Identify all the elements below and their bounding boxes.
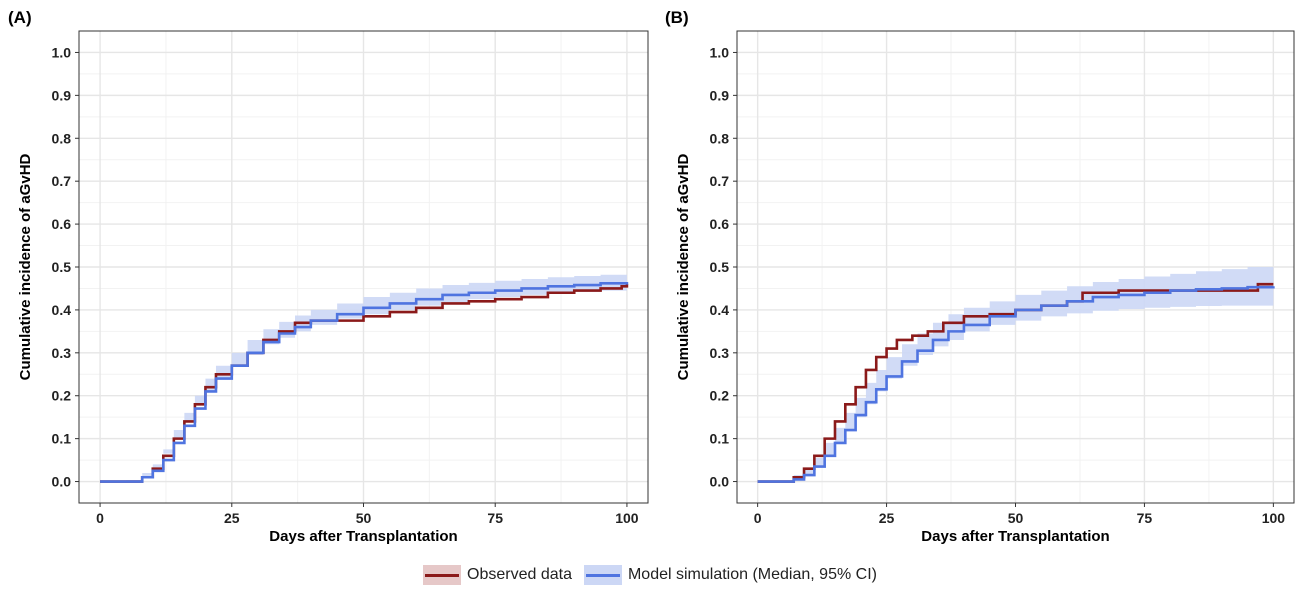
- series-line-observed: [757, 282, 1274, 483]
- y-tick-label: 1.0: [710, 44, 730, 60]
- series-line-observed: [100, 284, 629, 483]
- legend-label-observed: Observed data: [467, 566, 572, 583]
- x-tick-label: 0: [754, 510, 762, 526]
- y-tick-label: 0.3: [52, 345, 72, 361]
- y-tick-label: 0.2: [710, 388, 730, 404]
- series-line-model: [757, 285, 1275, 483]
- y-axis-title: Cumulative incidence of aGvHD: [675, 153, 692, 380]
- y-tick-label: 0.7: [710, 173, 730, 189]
- x-tick-label: 25: [879, 510, 895, 526]
- y-axis-title: Cumulative incidence of aGvHD: [17, 153, 34, 380]
- x-tick-label: 100: [1262, 510, 1286, 526]
- legend-item-observed: Observed data: [423, 565, 572, 585]
- legend-key-observed: [423, 565, 462, 585]
- x-tick-label: 25: [224, 510, 240, 526]
- panel-a: (A) 0.0 0.1 0.2 0.3 0.4 0.5 0.6 0.7 0.8 0.9 1.0 0 25 5…: [8, 8, 649, 545]
- ci-band: [757, 264, 1274, 482]
- x-axis-title: Days after Transplantation: [269, 528, 457, 545]
- y-tick-label: 1.0: [52, 44, 72, 60]
- panel-tag: (A): [8, 8, 32, 27]
- y-tick-label: 0.1: [710, 431, 730, 447]
- x-tick-label: 50: [1008, 510, 1024, 526]
- y-tick-label: 0.6: [52, 216, 72, 232]
- y-tick-label: 0.9: [52, 87, 72, 103]
- y-tick-label: 0.0: [52, 474, 72, 490]
- legend-label-model: Model simulation (Median, 95% CI): [627, 566, 877, 583]
- y-tick-label: 0.8: [710, 130, 730, 146]
- y-tick-label: 0.5: [52, 259, 72, 275]
- legend: Observed data Model simulation (Median, …: [0, 565, 1300, 585]
- legend-item-model: Model simulation (Median, 95% CI): [583, 565, 877, 585]
- y-tick-label: 0.0: [710, 474, 730, 490]
- y-tick-label: 0.6: [710, 216, 730, 232]
- y-tick-label: 0.3: [710, 345, 730, 361]
- legend-key-model: [583, 565, 622, 585]
- x-tick-label: 0: [96, 510, 104, 526]
- x-tick-label: 75: [1137, 510, 1153, 526]
- y-tick-label: 0.7: [52, 173, 72, 189]
- y-tick-label: 0.1: [52, 431, 72, 447]
- panel-tag: (B): [665, 8, 689, 27]
- panel-b: (B) 0.0 0.1 0.2 0.3 0.4 0.5 0.6 0.7 0.8 0.9 1.0 0 25 5…: [665, 8, 1295, 545]
- x-tick-label: 100: [615, 510, 639, 526]
- y-tick-label: 0.8: [52, 130, 72, 146]
- grid: [737, 31, 1294, 503]
- grid: [79, 31, 648, 503]
- y-tick-label: 0.2: [52, 388, 72, 404]
- x-tick-label: 50: [356, 510, 372, 526]
- series-line-model: [100, 282, 629, 483]
- x-axis-title: Days after Transplantation: [921, 528, 1109, 545]
- y-tick-label: 0.5: [710, 259, 730, 275]
- y-tick-label: 0.4: [52, 302, 72, 318]
- y-tick-label: 0.9: [710, 87, 730, 103]
- x-tick-label: 75: [487, 510, 503, 526]
- y-tick-label: 0.4: [710, 302, 730, 318]
